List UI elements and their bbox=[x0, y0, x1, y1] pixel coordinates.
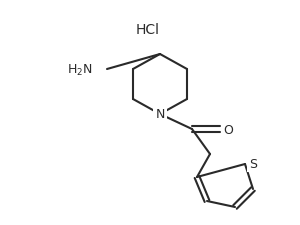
Text: O: O bbox=[223, 123, 233, 136]
Text: H$_2$N: H$_2$N bbox=[68, 62, 93, 77]
Text: S: S bbox=[249, 158, 257, 171]
Text: HCl: HCl bbox=[136, 23, 160, 37]
Text: N: N bbox=[155, 108, 165, 121]
